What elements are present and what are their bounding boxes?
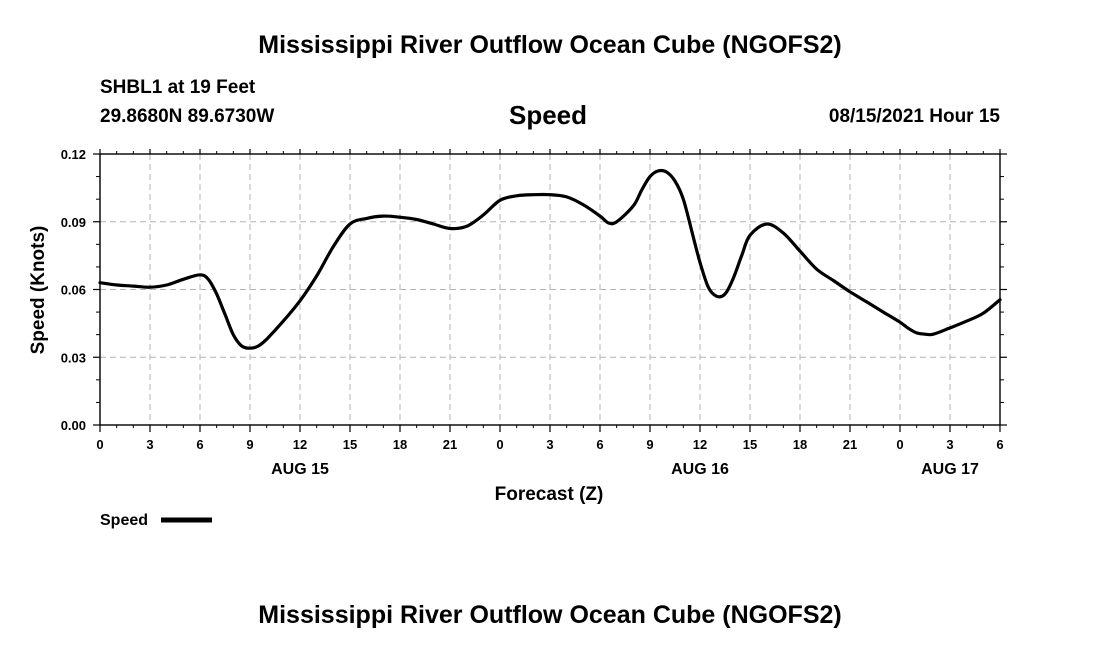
y-tick-label: 0.09 — [61, 215, 86, 230]
date-label: AUG 16 — [671, 461, 729, 478]
date-label: AUG 17 — [921, 461, 979, 478]
x-tick-label: 6 — [596, 437, 603, 452]
x-tick-label: 15 — [743, 437, 757, 452]
y-tick-label: 0.00 — [61, 418, 86, 433]
x-tick-label: 9 — [246, 437, 253, 452]
forecast-datetime: 08/15/2021 Hour 15 — [828, 106, 1000, 127]
x-tick-label: 0 — [496, 437, 503, 452]
y-tick-label: 0.06 — [61, 283, 86, 298]
station-label: SHBL1 at 19 Feet — [100, 77, 256, 98]
footer-title: Mississippi River Outflow Ocean Cube (NG… — [258, 601, 842, 629]
chart-title: Mississippi River Outflow Ocean Cube (NG… — [258, 31, 842, 59]
x-tick-labels: 0 3 6 9 12 15 18 21 0 3 6 9 12 15 18 21 0 3 6 — [96, 437, 1003, 452]
series-line-speed — [98, 168, 1002, 350]
x-tick-label: 6 — [996, 437, 1003, 452]
legend-label: Speed — [100, 512, 148, 529]
station-coordinates: 29.8680N 89.6730W — [100, 106, 275, 127]
x-tick-label: 3 — [146, 437, 153, 452]
x-tick-label: 21 — [843, 437, 857, 452]
x-tick-label: 0 — [96, 437, 103, 452]
x-tick-label: 12 — [693, 437, 707, 452]
y-tick-label: 0.12 — [61, 147, 86, 162]
x-tick-label: 6 — [196, 437, 203, 452]
x-tick-label: 3 — [546, 437, 553, 452]
y-tick-label: 0.03 — [61, 350, 86, 365]
x-tick-label: 0 — [896, 437, 903, 452]
grid-lines — [100, 154, 1000, 425]
x-axis-label: Forecast (Z) — [495, 484, 604, 505]
date-labels: AUG 15 AUG 16 AUG 17 — [271, 461, 979, 478]
x-tick-label: 15 — [343, 437, 357, 452]
y-tick-labels: 0.00 0.03 0.06 0.09 0.12 — [61, 147, 86, 433]
x-tick-label: 18 — [793, 437, 807, 452]
y-axis-label: Speed (Knots) — [28, 226, 49, 355]
variable-title: Speed — [509, 100, 588, 130]
x-tick-label: 12 — [293, 437, 307, 452]
axis-ticks — [93, 149, 1007, 432]
date-label: AUG 15 — [271, 461, 329, 478]
x-tick-label: 9 — [646, 437, 653, 452]
x-tick-label: 3 — [946, 437, 953, 452]
x-tick-label: 21 — [443, 437, 457, 452]
speed-chart: 0 3 6 9 12 15 18 21 0 3 6 9 12 15 18 21 0 3 6 0.00 0.03 0.06… — [28, 147, 1007, 529]
x-tick-label: 18 — [393, 437, 407, 452]
